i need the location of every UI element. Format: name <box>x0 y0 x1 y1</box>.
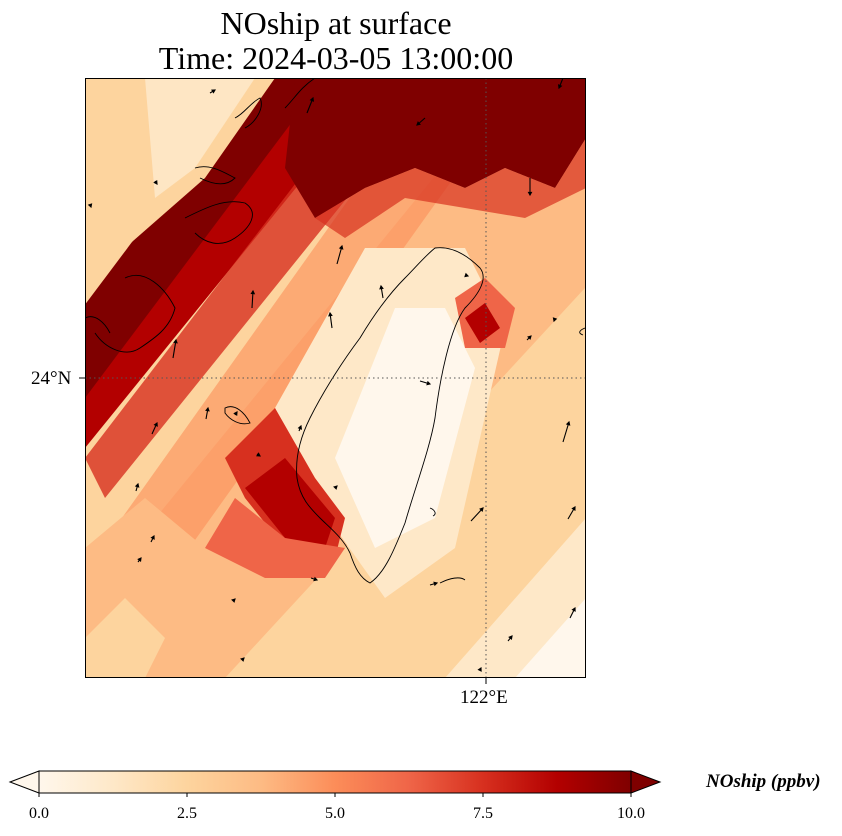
wind-arrow-head <box>313 576 319 582</box>
coastline <box>85 78 586 584</box>
wind-arrow-head <box>150 534 155 540</box>
wind-arrow-head <box>231 598 236 603</box>
wind-arrow-head <box>426 380 432 386</box>
wind-arrow-head <box>333 485 338 490</box>
wind-arrow-head <box>552 317 558 323</box>
wind-arrow-head <box>416 121 421 126</box>
wind-arrow-head <box>309 96 315 102</box>
colorbar-tick-label: 2.5 <box>177 805 197 822</box>
wind-arrow <box>562 421 570 443</box>
wind-arrow-head <box>338 244 344 250</box>
colorbar-bar <box>38 770 632 794</box>
map-title-line-1: NOship at surface <box>220 5 452 41</box>
wind-arrow-head <box>508 635 513 640</box>
colorbar-tick-label: 0.0 <box>29 805 49 822</box>
gridlines <box>85 78 586 678</box>
wind-vectors <box>87 78 576 672</box>
wind-arrow-head <box>379 284 384 290</box>
wind-arrow-head <box>433 581 439 587</box>
colorbar-label: NOship (ppbv) <box>706 771 821 792</box>
colorbar <box>8 770 662 797</box>
wind-arrow-head <box>328 311 333 317</box>
wind-arrow-head <box>137 557 142 562</box>
wind-arrow-head <box>297 424 303 430</box>
colorbar-tick-label: 5.0 <box>325 805 345 822</box>
colorbar-low-extend <box>8 770 40 794</box>
wind-arrow-head <box>153 421 158 427</box>
latitude-tick-label: 24°N <box>31 368 72 389</box>
map-frame <box>85 78 586 678</box>
wind-arrow-head <box>571 506 576 511</box>
wind-arrow-head <box>477 666 482 672</box>
wind-arrow-head <box>233 411 238 416</box>
wind-arrow-head <box>134 482 140 488</box>
longitude-tick-label: 122°E <box>460 687 508 708</box>
map-title-line-2: Time: 2024-03-05 13:00:00 <box>158 40 514 76</box>
wind-arrow-head <box>565 420 571 426</box>
colorbar-tick-label: 10.0 <box>617 805 645 822</box>
wind-arrow-head <box>205 406 210 412</box>
wind-arrow-head <box>479 507 484 512</box>
wind-arrow-head <box>557 84 563 90</box>
map-plot-area <box>85 78 586 678</box>
colorbar-high-extend <box>630 770 662 794</box>
wind-arrow-head <box>527 335 532 340</box>
wind-arrow-head <box>87 203 93 209</box>
wind-arrow-head <box>464 272 470 278</box>
wind-arrow-head <box>250 289 256 295</box>
wind-arrow-head <box>211 89 216 94</box>
concentration-field <box>85 78 586 678</box>
wind-arrow-head <box>256 452 261 457</box>
wind-arrow-head <box>527 191 533 197</box>
colorbar-tick-label: 7.5 <box>473 805 493 822</box>
wind-arrow-head <box>571 606 576 612</box>
wind-arrow-head <box>240 657 245 662</box>
wind-arrow-head <box>173 338 178 344</box>
wind-arrow-head <box>153 180 158 185</box>
